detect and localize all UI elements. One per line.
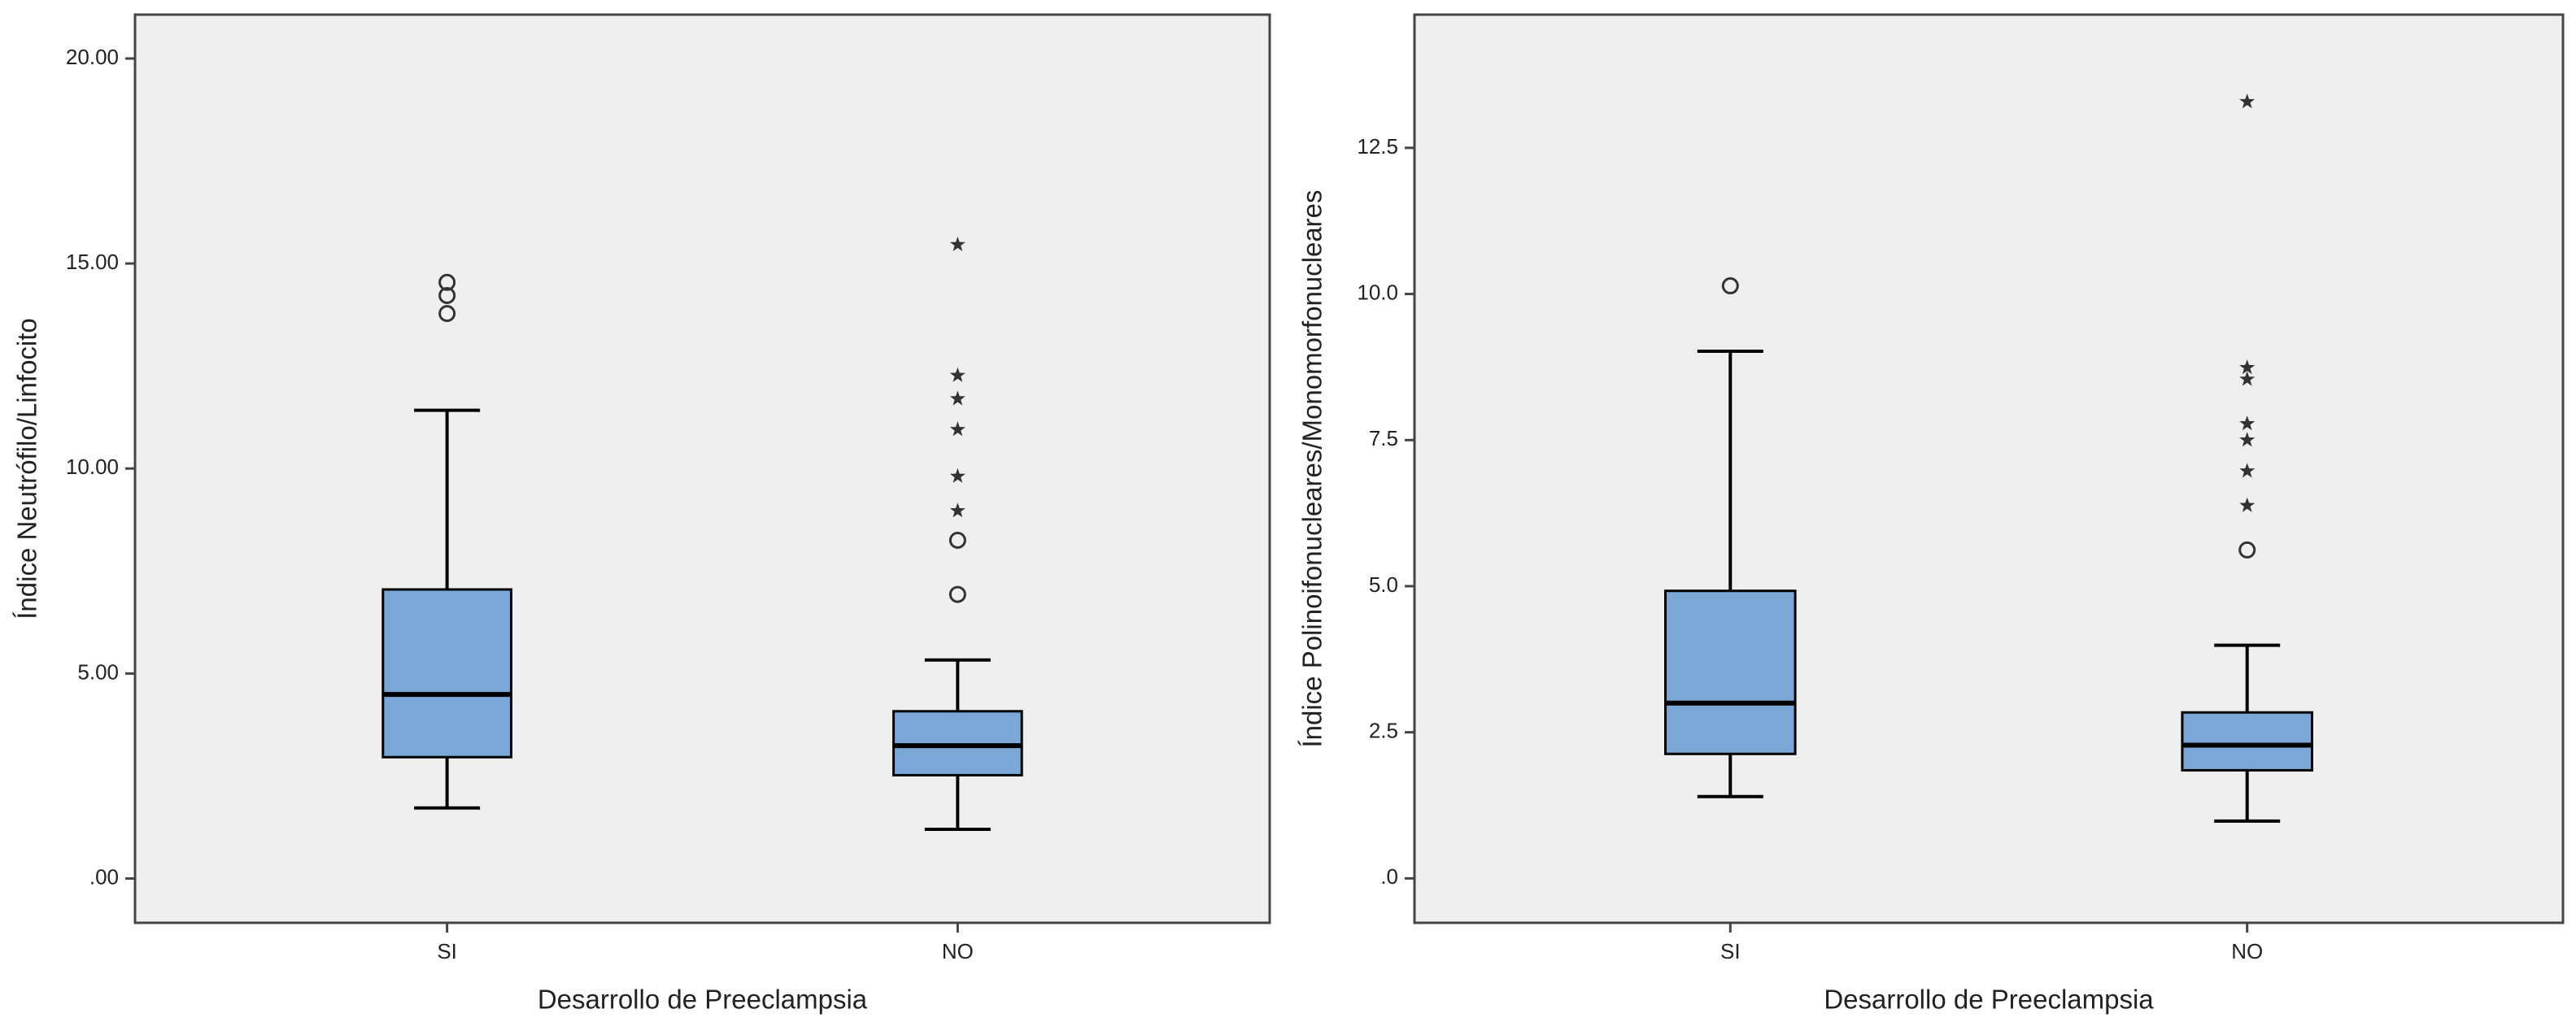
box: [892, 710, 1023, 776]
x-tick-label: SI: [437, 939, 457, 963]
box: [381, 588, 512, 759]
x-tick-label: NO: [2231, 939, 2263, 963]
outlier: [948, 531, 966, 549]
y-axis-title: Índice Polinoifonucleares/Monomorfonucle…: [1297, 189, 1327, 747]
extreme-outlier: [2239, 415, 2256, 431]
plot-area: [133, 13, 1271, 924]
y-tick-label: 20.00: [66, 45, 119, 69]
extreme-outlier: [949, 390, 965, 406]
y-tick-label: 5.00: [77, 659, 119, 684]
extreme-outlier: [949, 236, 965, 251]
y-tick-label: 10.0: [1357, 280, 1398, 304]
y-tick-label: 7.5: [1369, 426, 1398, 450]
extreme-outlier: [949, 367, 965, 382]
extreme-outlier: [2239, 371, 2256, 386]
extreme-outlier: [949, 502, 965, 518]
outlier: [438, 286, 456, 304]
extreme-outlier: [949, 421, 965, 437]
extreme-outlier: [2239, 432, 2256, 447]
y-tick-label: .00: [89, 864, 119, 889]
plot-area: [1413, 13, 2565, 924]
box: [1664, 589, 1797, 755]
y-tick-label: 12.5: [1357, 134, 1398, 159]
extreme-outlier: [2239, 463, 2256, 478]
y-tick-label: 15.00: [66, 250, 119, 274]
outlier: [2238, 541, 2256, 559]
box: [2181, 711, 2313, 772]
extreme-outlier: [949, 468, 965, 483]
x-tick-label: SI: [1720, 939, 1741, 963]
y-tick-label: 5.0: [1369, 572, 1398, 597]
extreme-outlier: [2239, 497, 2256, 512]
x-axis-title: Desarrollo de Preeclampsia: [1824, 985, 2154, 1015]
y-tick-label: .0: [1380, 864, 1398, 889]
extreme-outlier: [2239, 359, 2256, 375]
outlier: [948, 585, 966, 603]
y-tick-label: 2.5: [1369, 719, 1398, 743]
outlier: [438, 305, 456, 323]
extreme-outlier: [2239, 94, 2256, 109]
y-axis-title: Índice Neutrófilo/Linfocito: [12, 318, 42, 620]
x-axis-title: Desarrollo de Preeclampsia: [538, 985, 868, 1015]
outlier: [1721, 277, 1739, 295]
y-tick-label: 10.00: [66, 454, 119, 479]
outlier: [438, 273, 456, 291]
x-tick-label: NO: [942, 939, 974, 963]
